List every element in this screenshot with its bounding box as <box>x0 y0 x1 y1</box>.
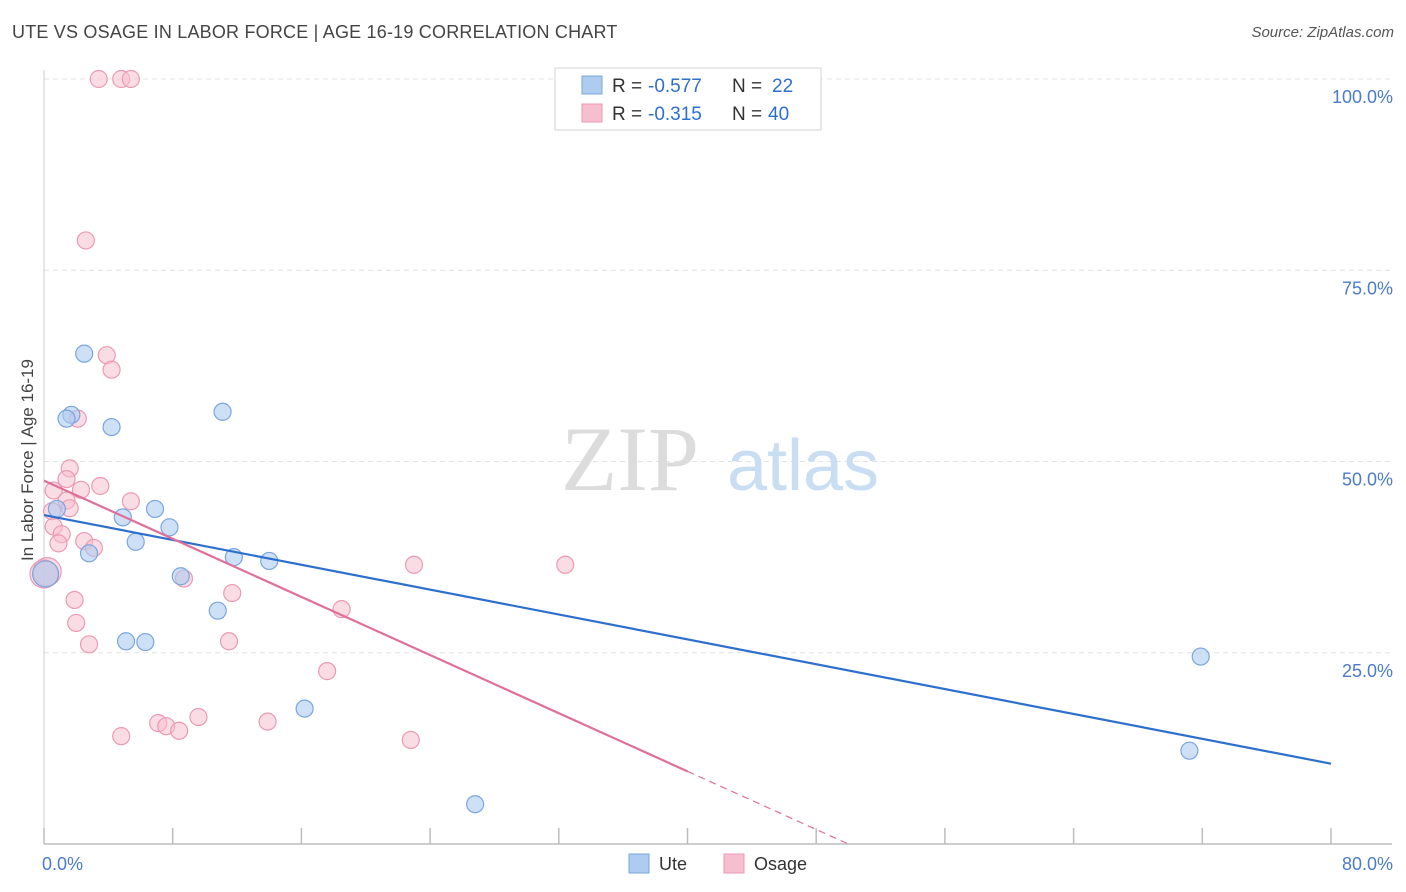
legend-label-ute: Ute <box>659 854 687 874</box>
osage-point <box>65 590 84 610</box>
osage-point <box>57 469 76 489</box>
osage-point <box>79 635 99 654</box>
ute-point <box>160 518 179 537</box>
osage-trend-line <box>43 479 688 773</box>
chart-title: UTE VS OSAGE IN LABOR FORCE | AGE 16-19 … <box>12 22 618 42</box>
ute-point <box>1191 647 1210 666</box>
legend-label-osage: Osage <box>754 854 807 874</box>
x-tick-label: 0.0% <box>42 854 83 874</box>
ute-point <box>208 601 227 620</box>
osage-point <box>318 662 337 681</box>
osage-point <box>223 583 242 603</box>
ute-point <box>295 699 314 718</box>
osage-point <box>219 632 239 651</box>
y-tick-labels: 25.0% 50.0% 75.0% 100.0% <box>1332 87 1393 681</box>
ute-r-value: -0.577 <box>648 76 702 97</box>
watermark-atlas: atlas <box>727 426 879 506</box>
y-tick-label: 50.0% <box>1342 470 1393 490</box>
osage-n-value: 40 <box>768 104 789 125</box>
osage-point <box>121 69 140 89</box>
osage-trend-extension <box>687 770 849 845</box>
ute-point <box>171 567 190 586</box>
x-tick-label: 80.0% <box>1342 854 1393 874</box>
ute-r-label: R = <box>612 76 642 97</box>
ute-point <box>145 499 165 519</box>
ute-n-value: 22 <box>772 76 793 97</box>
source-credit: Source: ZipAtlas.com <box>1251 24 1394 41</box>
osage-stats-swatch <box>581 103 603 123</box>
osage-point <box>121 492 140 511</box>
ute-point <box>1180 741 1199 760</box>
axes <box>43 70 1392 845</box>
ute-point <box>260 551 279 571</box>
ute-point <box>102 417 121 437</box>
osage-point <box>102 360 121 379</box>
osage-point <box>76 231 95 250</box>
stats-legend: R = -0.577 N = 22 R = -0.315 N = 40 <box>554 67 822 131</box>
osage-r-label: R = <box>612 104 642 125</box>
ute-point <box>57 409 76 428</box>
osage-point <box>404 555 424 574</box>
ute-n-label: N = <box>732 76 762 97</box>
osage-point <box>89 69 108 89</box>
ute-point <box>47 499 66 519</box>
y-tick-label: 100.0% <box>1332 87 1393 107</box>
ute-point <box>126 532 145 551</box>
osage-point <box>49 534 68 553</box>
ute-point <box>116 632 136 651</box>
ute-point <box>136 632 155 652</box>
osage-point <box>258 712 277 731</box>
ute-trend-line <box>43 513 1332 765</box>
osage-point <box>91 476 110 496</box>
osage-point <box>189 707 208 727</box>
ute-stats-swatch <box>581 75 603 95</box>
osage-points <box>29 69 575 750</box>
y-tick-label: 75.0% <box>1342 278 1393 298</box>
ute-point <box>79 544 99 563</box>
gridlines <box>44 78 1392 654</box>
osage-point <box>401 730 420 750</box>
x-tick-labels: 0.0% 80.0% <box>42 854 1393 874</box>
series-legend: Ute Osage <box>628 853 807 874</box>
osage-point <box>67 613 86 633</box>
watermark-zip: ZIP <box>561 408 699 510</box>
ute-point <box>213 402 232 421</box>
ute-point <box>466 795 485 814</box>
watermark: ZIP atlas <box>561 408 879 510</box>
legend-swatch-osage <box>723 853 745 874</box>
legend-swatch-ute <box>628 853 650 874</box>
osage-point <box>112 727 131 746</box>
trend-lines <box>43 479 1332 845</box>
ute-points <box>32 344 1210 814</box>
osage-point <box>170 721 189 740</box>
ute-point <box>32 560 60 588</box>
osage-r-value: -0.315 <box>648 104 702 125</box>
osage-n-label: N = <box>732 104 762 125</box>
ute-point <box>75 344 94 363</box>
osage-point <box>556 555 575 574</box>
y-tick-label: 25.0% <box>1342 661 1393 681</box>
